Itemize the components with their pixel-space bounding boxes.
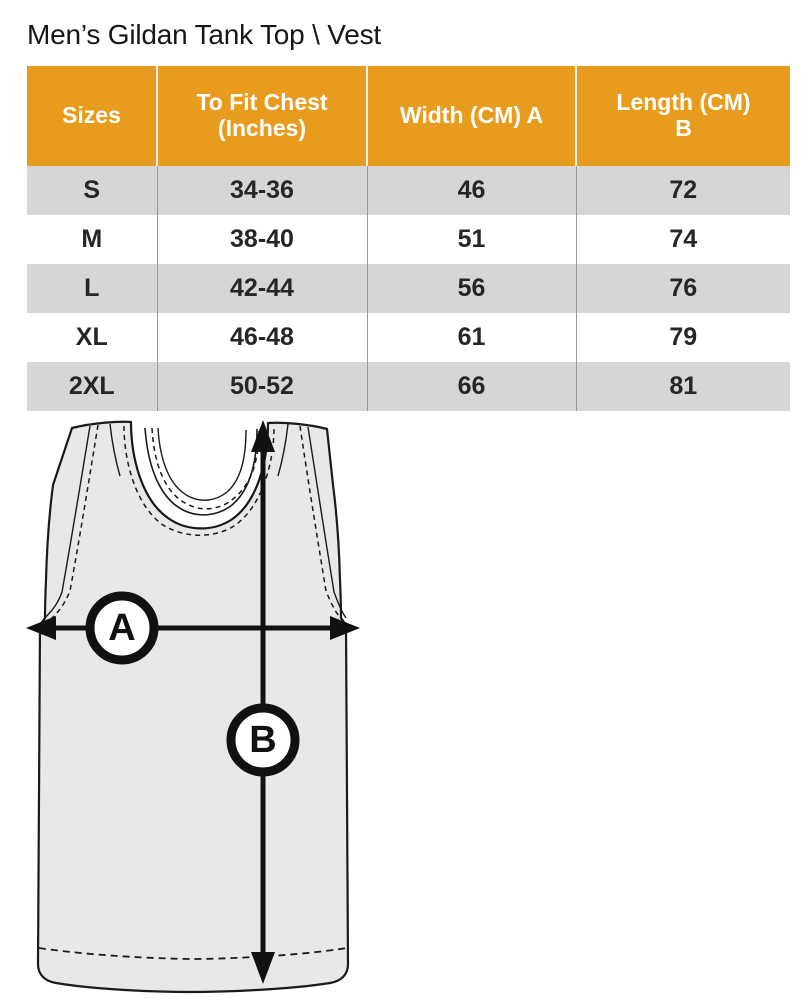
- cell-length: 81: [576, 362, 790, 411]
- column-header-chest-line2: (Inches): [217, 115, 307, 141]
- cell-chest: 42-44: [157, 264, 368, 313]
- cell-size: S: [27, 166, 158, 215]
- column-header-chest: To Fit Chest (Inches): [157, 66, 368, 166]
- cell-chest: 34-36: [157, 166, 368, 215]
- cell-width: 51: [367, 215, 577, 264]
- left-shoulder-seam: [109, 423, 121, 477]
- cell-length: 79: [576, 313, 790, 362]
- table-header: Sizes To Fit Chest (Inches) Width (CM) A…: [27, 66, 790, 166]
- bottom-hem-stitch: [38, 947, 348, 960]
- right-strap-stitch: [299, 425, 343, 621]
- neckline-stitch: [151, 427, 260, 510]
- column-header-length: Length (CM) B: [576, 66, 790, 166]
- measurement-arrow-b: [251, 420, 275, 984]
- neckline-inner-curve: [157, 427, 247, 501]
- marker-b-label: B: [249, 719, 276, 761]
- column-header-length-line1: Length (CM): [616, 89, 751, 116]
- column-header-length-line2: B: [675, 115, 692, 141]
- left-armhole-stitch: [123, 425, 275, 536]
- cell-width: 61: [367, 313, 577, 362]
- cell-width: 56: [367, 264, 577, 313]
- cell-chest: 38-40: [157, 215, 368, 264]
- left-strap-stitch: [49, 424, 99, 621]
- cell-size: L: [27, 264, 158, 313]
- arrow-a-head-right: [330, 616, 360, 640]
- garment-diagram: A B: [0, 412, 420, 1000]
- marker-a-label: A: [108, 607, 135, 649]
- column-header-sizes: Sizes: [27, 66, 158, 166]
- arrow-b-head-top: [251, 420, 275, 452]
- table-row: L 42-44 56 76: [27, 264, 790, 313]
- table-row: 2XL 50-52 66 81: [27, 362, 790, 411]
- cell-size: M: [27, 215, 158, 264]
- cell-width: 46: [367, 166, 577, 215]
- tank-top-body-outline: [36, 420, 350, 994]
- cell-size: XL: [27, 313, 158, 362]
- right-shoulder-seam: [277, 423, 289, 477]
- marker-a-circle: [85, 591, 159, 665]
- table-body: S 34-36 46 72 M 38-40 51 74 L 42-44 56 7…: [27, 166, 790, 411]
- cell-length: 72: [576, 166, 790, 215]
- column-header-width-label: Width (CM) A: [399, 102, 544, 129]
- marker-b-circle: [226, 703, 300, 777]
- marker-badge-b: B: [226, 703, 300, 777]
- table-row: S 34-36 46 72: [27, 166, 790, 215]
- left-armhole-edge: [130, 421, 169, 519]
- marker-badge-a: A: [85, 591, 159, 665]
- cell-size: 2XL: [27, 362, 158, 411]
- cell-chest: 46-48: [157, 313, 368, 362]
- tank-top-illustration: A B: [26, 420, 360, 994]
- table-row: M 38-40 51 74: [27, 215, 790, 264]
- table-header-row: Sizes To Fit Chest (Inches) Width (CM) A…: [27, 66, 790, 166]
- cell-length: 74: [576, 215, 790, 264]
- cell-width: 66: [367, 362, 577, 411]
- column-header-sizes-label: Sizes: [62, 102, 121, 129]
- size-chart-container: Sizes To Fit Chest (Inches) Width (CM) A…: [27, 66, 790, 411]
- right-strap-seam: [307, 426, 347, 619]
- arrow-b-head-bottom: [251, 952, 275, 984]
- left-strap-seam: [44, 425, 91, 619]
- column-header-chest-line1: To Fit Chest: [196, 89, 328, 116]
- cell-chest: 50-52: [157, 362, 368, 411]
- column-header-width: Width (CM) A: [367, 66, 577, 166]
- size-chart-table: Sizes To Fit Chest (Inches) Width (CM) A…: [27, 66, 790, 411]
- table-row: XL 46-48 61 79: [27, 313, 790, 362]
- page-title: Men’s Gildan Tank Top \ Vest: [27, 19, 381, 50]
- arrow-a-head-left: [26, 616, 56, 640]
- cell-length: 76: [576, 264, 790, 313]
